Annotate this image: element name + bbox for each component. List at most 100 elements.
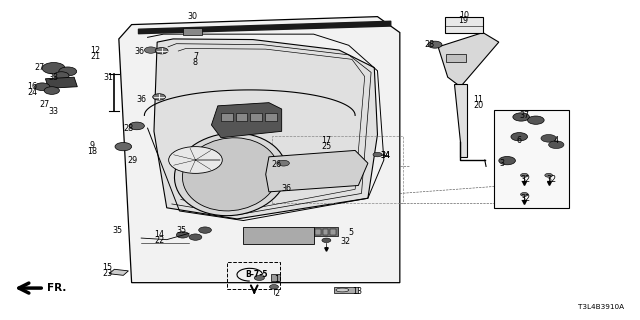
Bar — [447, 54, 466, 62]
Text: 17: 17 — [321, 136, 332, 145]
Text: 32: 32 — [520, 194, 531, 204]
Circle shape — [198, 227, 211, 233]
Bar — [271, 274, 280, 281]
Bar — [272, 136, 403, 203]
Text: 18: 18 — [87, 147, 97, 156]
Text: 34: 34 — [380, 151, 390, 160]
Circle shape — [527, 116, 544, 124]
Circle shape — [115, 142, 132, 151]
Circle shape — [520, 173, 528, 177]
Circle shape — [269, 284, 278, 289]
Bar — [315, 229, 321, 235]
Polygon shape — [45, 77, 77, 88]
Text: 32: 32 — [546, 175, 556, 184]
Polygon shape — [211, 103, 282, 138]
Text: 24: 24 — [28, 88, 38, 97]
Text: 28: 28 — [425, 40, 435, 49]
Polygon shape — [438, 33, 499, 87]
Text: 33: 33 — [49, 73, 59, 82]
Text: 36: 36 — [136, 95, 146, 104]
Text: 21: 21 — [90, 52, 100, 61]
Polygon shape — [266, 150, 368, 192]
Circle shape — [520, 193, 528, 196]
Text: 25: 25 — [321, 142, 332, 151]
Bar — [330, 229, 336, 235]
Text: 35: 35 — [113, 226, 123, 235]
Text: 10: 10 — [459, 11, 468, 20]
Circle shape — [156, 48, 168, 54]
Text: 15: 15 — [102, 263, 113, 272]
Circle shape — [129, 122, 145, 130]
Circle shape — [153, 94, 166, 100]
Text: 32: 32 — [520, 175, 531, 184]
Text: 11: 11 — [474, 95, 483, 104]
Bar — [323, 229, 328, 235]
Text: 28: 28 — [124, 124, 134, 132]
Bar — [250, 113, 262, 121]
Circle shape — [44, 87, 60, 94]
Text: 1: 1 — [274, 275, 279, 284]
Polygon shape — [454, 84, 467, 157]
Circle shape — [54, 72, 69, 79]
Text: 32: 32 — [340, 237, 351, 246]
Text: 4: 4 — [554, 136, 559, 145]
Text: 7: 7 — [193, 52, 198, 61]
Circle shape — [513, 113, 529, 121]
Bar — [182, 28, 202, 35]
Text: 27: 27 — [34, 63, 44, 72]
Text: 9: 9 — [90, 141, 95, 150]
Circle shape — [169, 147, 222, 173]
Bar — [265, 113, 276, 121]
Ellipse shape — [182, 138, 279, 211]
Text: 8: 8 — [193, 58, 198, 67]
Text: 26: 26 — [271, 160, 282, 169]
Circle shape — [545, 173, 552, 177]
Circle shape — [35, 83, 50, 91]
Circle shape — [189, 234, 202, 240]
Text: 30: 30 — [188, 12, 197, 21]
Text: 13: 13 — [352, 287, 362, 296]
Circle shape — [548, 141, 564, 148]
Circle shape — [278, 160, 289, 166]
Text: 31: 31 — [103, 73, 113, 82]
Polygon shape — [154, 39, 378, 219]
Bar — [236, 113, 247, 121]
Circle shape — [176, 232, 189, 238]
Text: 3: 3 — [499, 159, 504, 168]
Text: 20: 20 — [474, 101, 483, 110]
Text: 16: 16 — [28, 82, 38, 91]
Text: 36: 36 — [282, 184, 292, 193]
Text: 14: 14 — [154, 230, 164, 239]
Text: 37: 37 — [519, 111, 529, 120]
Polygon shape — [109, 269, 129, 275]
Circle shape — [254, 275, 264, 280]
Bar — [445, 17, 483, 33]
Polygon shape — [119, 17, 400, 283]
Bar — [314, 227, 338, 236]
Text: 34: 34 — [380, 151, 390, 160]
Text: 5: 5 — [348, 228, 353, 237]
Bar — [227, 262, 280, 289]
Text: 22: 22 — [154, 236, 164, 245]
Text: T3L4B3910A: T3L4B3910A — [578, 304, 624, 310]
Circle shape — [428, 41, 442, 48]
Circle shape — [373, 152, 382, 157]
Circle shape — [322, 238, 331, 243]
Circle shape — [145, 47, 157, 53]
Text: 6: 6 — [516, 136, 522, 145]
Bar — [334, 287, 358, 293]
Circle shape — [59, 67, 77, 76]
Text: FR.: FR. — [47, 283, 66, 293]
Text: 27: 27 — [39, 100, 49, 109]
Text: 19: 19 — [459, 16, 468, 25]
Circle shape — [499, 156, 515, 165]
Circle shape — [42, 62, 65, 74]
Bar — [221, 113, 232, 121]
Text: 12: 12 — [90, 45, 100, 55]
Text: 29: 29 — [128, 156, 138, 165]
Bar — [243, 227, 314, 244]
Text: B-7-5: B-7-5 — [245, 270, 268, 279]
Ellipse shape — [175, 133, 287, 216]
Circle shape — [511, 132, 527, 141]
Bar — [493, 110, 569, 208]
